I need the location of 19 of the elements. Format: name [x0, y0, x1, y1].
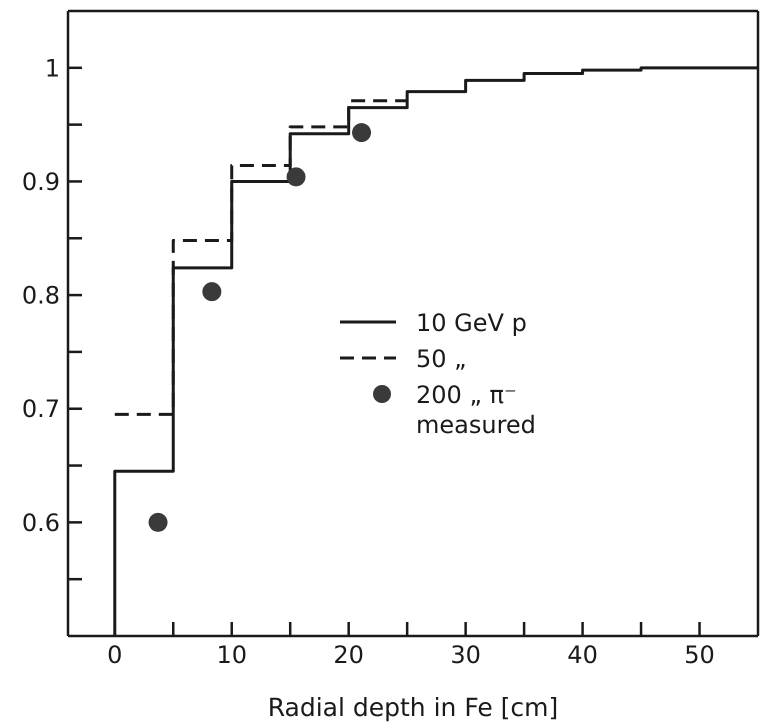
- x-axis-title: Radial depth in Fe [cm]: [268, 693, 558, 722]
- x-tick-label: 30: [450, 641, 481, 670]
- x-tick-label: 10: [216, 641, 247, 670]
- y-tick-label: 0.8: [22, 282, 60, 310]
- y-tick-label: 1: [44, 54, 60, 82]
- point: [352, 123, 372, 142]
- x-tick-label: 0: [107, 641, 122, 670]
- point: [202, 282, 222, 302]
- y-tick-label: 0.7: [22, 395, 60, 424]
- x-tick-label: 50: [684, 641, 715, 670]
- point: [148, 512, 168, 532]
- x-tick-label: 40: [567, 641, 598, 670]
- legend-label: 10 GeV p: [416, 308, 528, 338]
- x-tick-label: 20: [333, 641, 364, 670]
- point: [286, 167, 306, 186]
- legend-label: 50 „: [416, 344, 468, 374]
- y-tick-label: 0.6: [22, 508, 60, 537]
- y-tick-label: 0.9: [22, 168, 60, 196]
- legend-label: 200 „ π⁻ measured: [416, 380, 537, 440]
